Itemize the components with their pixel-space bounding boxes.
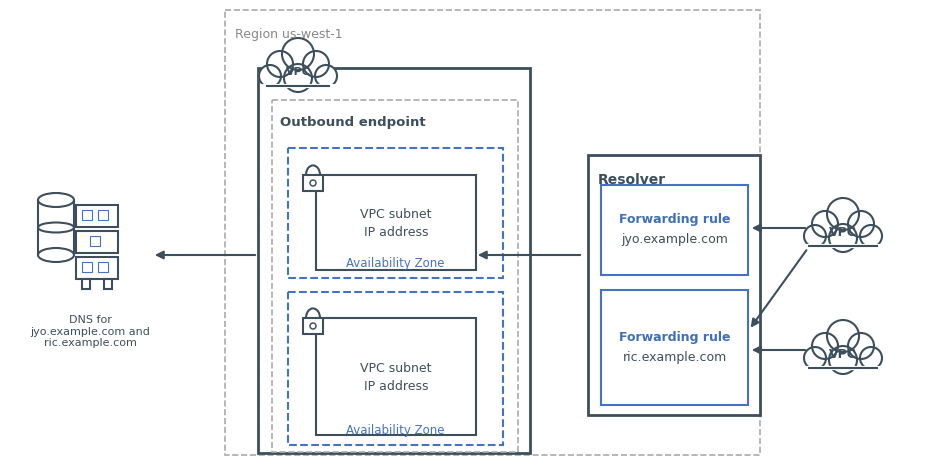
Circle shape [804,225,826,247]
Bar [601,185,748,275]
Circle shape [860,347,882,369]
Text: jyo.example.com: jyo.example.com [622,234,727,246]
Text: Outbound endpoint: Outbound endpoint [280,116,426,129]
Text: Resolver: Resolver [598,173,666,187]
Bar [225,10,760,455]
Text: VPC: VPC [286,67,310,77]
Bar [90,236,100,246]
Circle shape [829,346,857,374]
Circle shape [303,51,329,77]
Bar [104,279,112,289]
Ellipse shape [38,248,74,262]
Bar [258,68,530,453]
Bar [288,148,503,278]
Bar [38,200,74,255]
Circle shape [804,347,826,369]
Circle shape [812,211,838,237]
Bar [303,175,323,191]
Bar [81,262,92,272]
Text: VPC subnet: VPC subnet [360,208,431,221]
Circle shape [860,225,882,247]
Circle shape [827,320,859,352]
Bar [76,205,118,227]
Circle shape [812,333,838,359]
Bar [98,262,108,272]
Bar [316,175,476,270]
Text: Forwarding rule: Forwarding rule [619,213,730,227]
Bar [316,318,476,435]
Text: IP address: IP address [364,380,429,393]
Bar [272,100,518,452]
Bar [288,292,503,445]
Bar [76,231,118,253]
Circle shape [267,51,293,77]
Bar [588,155,760,415]
Text: Availability Zone: Availability Zone [346,257,445,270]
Bar [601,290,748,405]
Circle shape [310,323,316,329]
Text: VPC subnet: VPC subnet [360,362,431,375]
Bar [81,210,92,220]
Text: ric.example.com: ric.example.com [622,351,727,364]
Circle shape [284,64,312,92]
Ellipse shape [38,193,74,207]
Bar [303,318,323,334]
Circle shape [315,65,337,87]
Text: DNS for
jyo.example.com and
ric.example.com: DNS for jyo.example.com and ric.example.… [30,315,149,348]
Circle shape [829,224,857,252]
Text: VPC: VPC [829,347,857,360]
Bar [82,279,90,289]
Circle shape [848,211,874,237]
Circle shape [259,65,281,87]
Circle shape [827,198,859,230]
Bar [76,257,118,279]
Text: Forwarding rule: Forwarding rule [619,331,730,344]
Text: Availability Zone: Availability Zone [346,424,445,437]
Circle shape [310,180,316,186]
Circle shape [282,38,314,70]
Text: IP address: IP address [364,226,429,239]
Text: Region us-west-1: Region us-west-1 [235,28,342,41]
Text: VPC: VPC [829,226,857,238]
Circle shape [848,333,874,359]
Bar [98,210,108,220]
